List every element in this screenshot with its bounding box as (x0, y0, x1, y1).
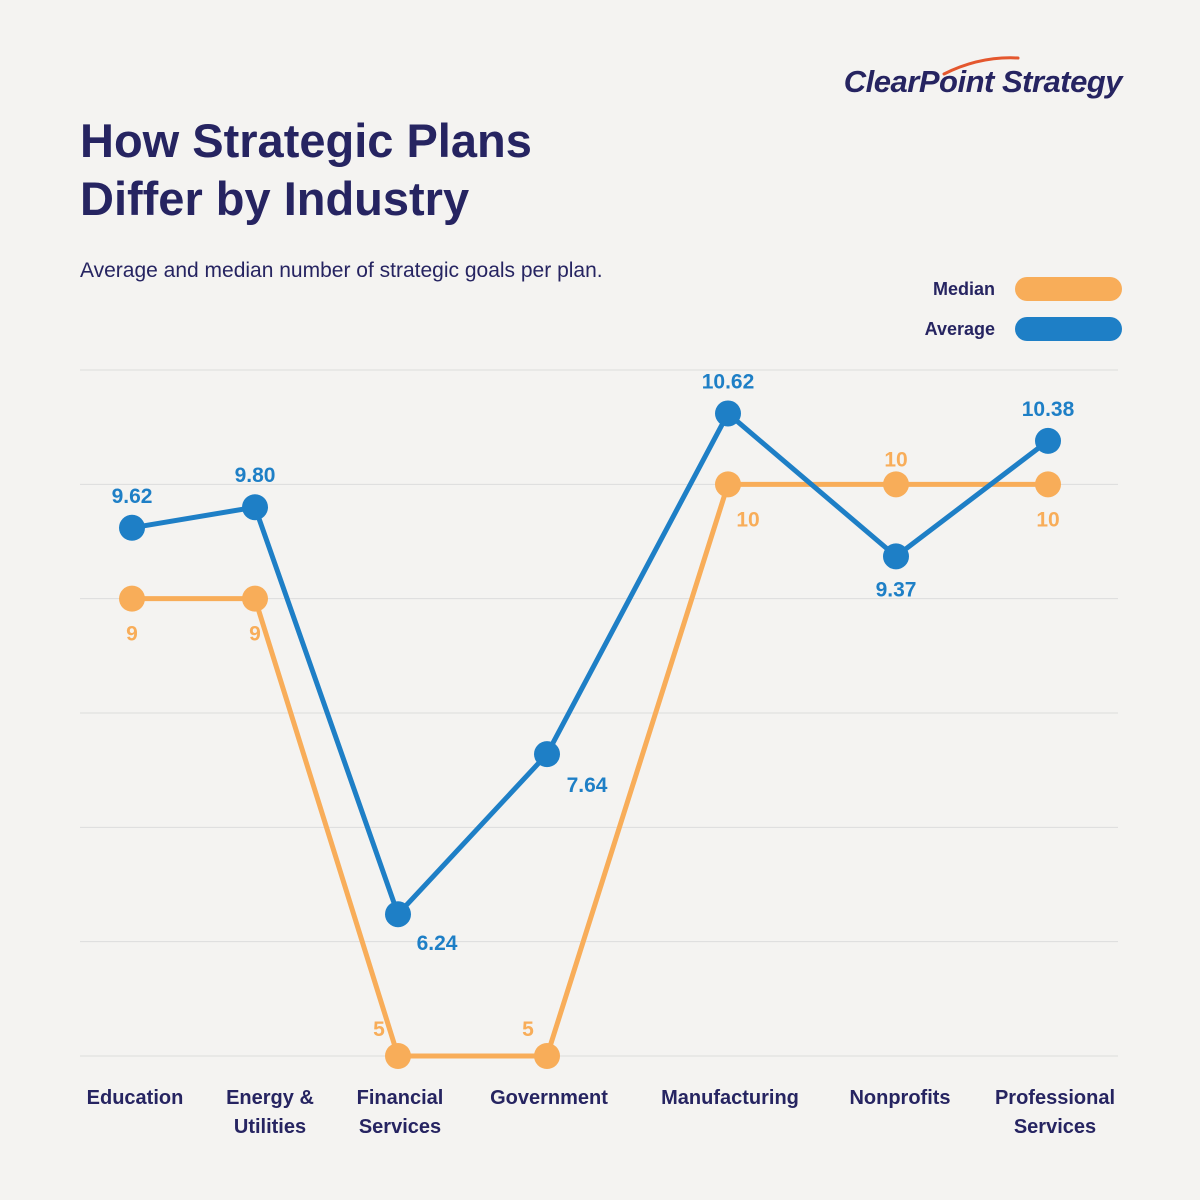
data-label-average: 10.38 (1022, 398, 1075, 421)
data-label-median: 5 (373, 1018, 385, 1041)
data-point-average (883, 543, 909, 570)
data-label-median: 10 (736, 508, 759, 531)
data-point-average (715, 400, 741, 427)
legend-label-median: Median (932, 278, 995, 299)
category-label: Education (55, 1084, 215, 1113)
series-line-median (132, 481, 1048, 1059)
data-label-median: 5 (522, 1018, 534, 1041)
data-point-median (534, 1043, 560, 1069)
category-label: Nonprofits (820, 1084, 980, 1113)
category-label-line: Professional (994, 1087, 1116, 1109)
category-label-line: Services (1013, 1116, 1097, 1138)
chart-subtitle: Average and median number of strategic g… (80, 259, 603, 282)
category-label: Professional Services (975, 1084, 1135, 1142)
data-label-median: 10 (1036, 508, 1059, 531)
data-label-median: 10 (884, 448, 907, 471)
data-point-average (1035, 427, 1061, 454)
legend-label-average: Average (924, 318, 995, 339)
category-label: Energy & Utilities (190, 1084, 350, 1142)
brand-name: ClearPoint Strategy (843, 64, 1123, 99)
legend: Median Average (902, 276, 1122, 356)
category-label-line: Education (86, 1087, 184, 1109)
legend-swatch-median (1015, 277, 1122, 301)
title-line-2: Differ by Industry (80, 172, 470, 225)
data-label-average: 6.24 (417, 932, 458, 955)
data-point-average (119, 514, 145, 541)
legend-item-average: Average (902, 316, 1122, 342)
legend-swatch-average (1015, 317, 1122, 341)
category-label: Government (469, 1084, 629, 1113)
data-point-median (1035, 471, 1061, 498)
data-point-average (242, 494, 268, 521)
data-point-median (242, 585, 268, 612)
data-label-median: 9 (126, 623, 138, 646)
data-point-median (119, 585, 145, 612)
legend-item-median: Median (902, 276, 1122, 302)
data-label-average: 9.62 (112, 485, 153, 508)
brand-logo: ClearPoint Strategy (843, 56, 1123, 100)
data-label-average: 10.62 (702, 370, 755, 393)
logo-swoosh-icon (942, 56, 1020, 76)
series-line-average (131, 410, 1050, 917)
data-point-average (534, 741, 560, 768)
category-label-line: Energy & (226, 1087, 314, 1109)
data-point-median (385, 1043, 411, 1069)
category-label-line: Manufacturing (661, 1087, 799, 1109)
data-label-average: 9.80 (235, 464, 276, 487)
data-point-median (883, 471, 909, 498)
category-label-line: Utilities (233, 1116, 307, 1138)
data-label-average: 9.37 (876, 578, 917, 601)
data-point-average (385, 901, 411, 928)
category-label: Manufacturing (650, 1084, 810, 1113)
category-label-line: Government (490, 1087, 608, 1109)
category-label-line: Financial (356, 1087, 444, 1109)
category-label-line: Nonprofits (849, 1087, 951, 1109)
data-label-median: 9 (249, 623, 261, 646)
chart-title: How Strategic Plans Differ by Industry (80, 112, 780, 228)
category-label: Financial Services (320, 1084, 480, 1142)
data-point-median (715, 471, 741, 498)
data-label-average: 7.64 (567, 774, 608, 797)
title-line-1: How Strategic Plans (80, 114, 532, 167)
category-label-line: Services (358, 1116, 442, 1138)
